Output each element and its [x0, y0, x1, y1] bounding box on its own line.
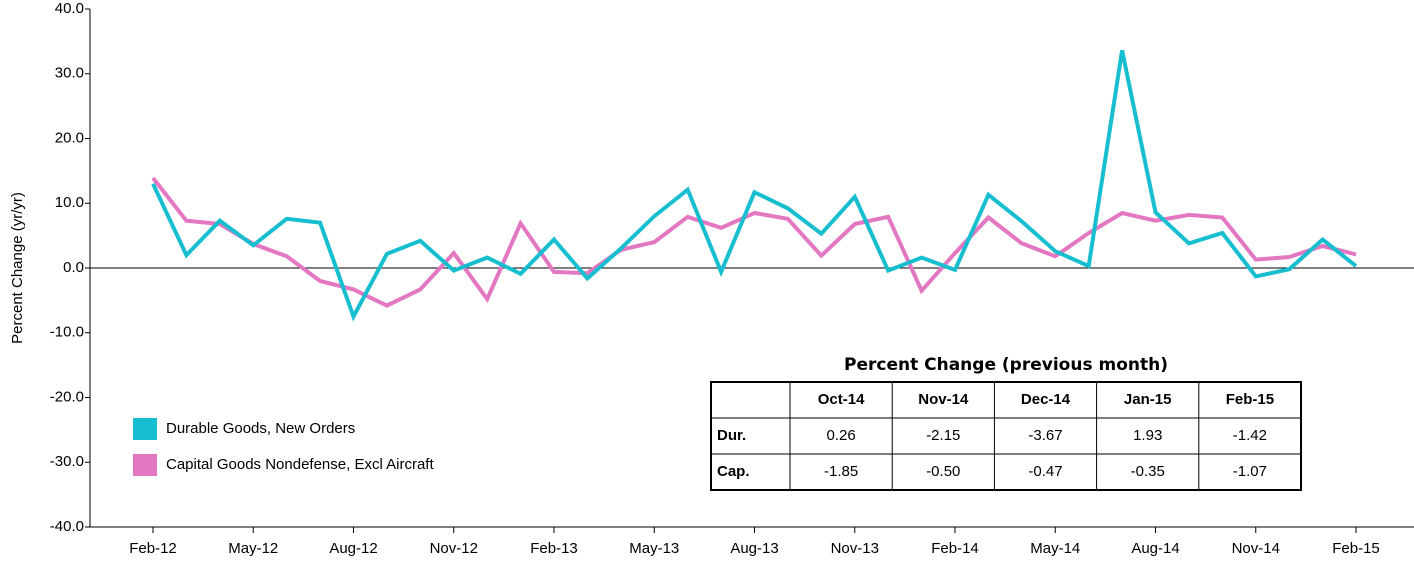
x-tick-label: Feb-14 — [931, 540, 979, 557]
y-tick-label: -20.0 — [50, 388, 84, 405]
x-tick-label: Aug-14 — [1131, 540, 1179, 557]
y-tick-label: 40.0 — [55, 0, 84, 17]
y-axis-label: Percent Change (yr/yr) — [9, 192, 26, 344]
table-cell: -1.85 — [824, 463, 858, 480]
y-tick-label: -30.0 — [50, 453, 84, 470]
x-tick-label: May-12 — [228, 540, 278, 557]
legend-label: Capital Goods Nondefense, Excl Aircraft — [166, 456, 434, 473]
table-cell: -1.07 — [1233, 463, 1267, 480]
x-tick-label: Nov-13 — [831, 540, 879, 557]
table-cell: -2.15 — [926, 427, 960, 444]
table-cell: -0.35 — [1131, 463, 1165, 480]
series-line — [151, 49, 1358, 322]
table-header: Dec-14 — [1021, 391, 1071, 408]
y-tick-label: -40.0 — [50, 518, 84, 535]
y-tick-label: 20.0 — [55, 129, 84, 146]
y-tick-label: 10.0 — [55, 194, 84, 211]
series-line — [151, 176, 1357, 308]
table-title: Percent Change (previous month) — [844, 355, 1168, 375]
y-tick-label: 30.0 — [55, 65, 84, 82]
x-tick-label: Aug-12 — [329, 540, 377, 557]
table-header: Oct-14 — [818, 391, 865, 408]
legend-swatch — [133, 454, 157, 476]
table-header: Jan-15 — [1124, 391, 1172, 408]
legend-label: Durable Goods, New Orders — [166, 420, 355, 437]
legend-swatch — [133, 418, 157, 440]
x-tick-label: Aug-13 — [730, 540, 778, 557]
table-cell: -0.47 — [1028, 463, 1062, 480]
table-header: Feb-15 — [1226, 391, 1274, 408]
x-tick-label: Feb-13 — [530, 540, 578, 557]
table-cell: -0.50 — [926, 463, 960, 480]
x-tick-label: Nov-12 — [430, 540, 478, 557]
table-header: Nov-14 — [918, 391, 969, 408]
x-tick-label: May-13 — [629, 540, 679, 557]
table-border — [710, 381, 1302, 491]
x-tick-label: Nov-14 — [1232, 540, 1280, 557]
table-cell: 0.26 — [826, 427, 855, 444]
x-tick-label: Feb-12 — [129, 540, 177, 557]
table-row-label: Cap. — [717, 463, 750, 480]
y-tick-label: -10.0 — [50, 324, 84, 341]
x-tick-label: May-14 — [1030, 540, 1080, 557]
table-cell: -3.67 — [1028, 427, 1062, 444]
table-cell: 1.93 — [1133, 427, 1162, 444]
table-row-label: Dur. — [717, 427, 746, 444]
x-tick-label: Feb-15 — [1332, 540, 1380, 557]
y-tick-label: 0.0 — [63, 259, 84, 276]
table-cell: -1.42 — [1233, 427, 1267, 444]
